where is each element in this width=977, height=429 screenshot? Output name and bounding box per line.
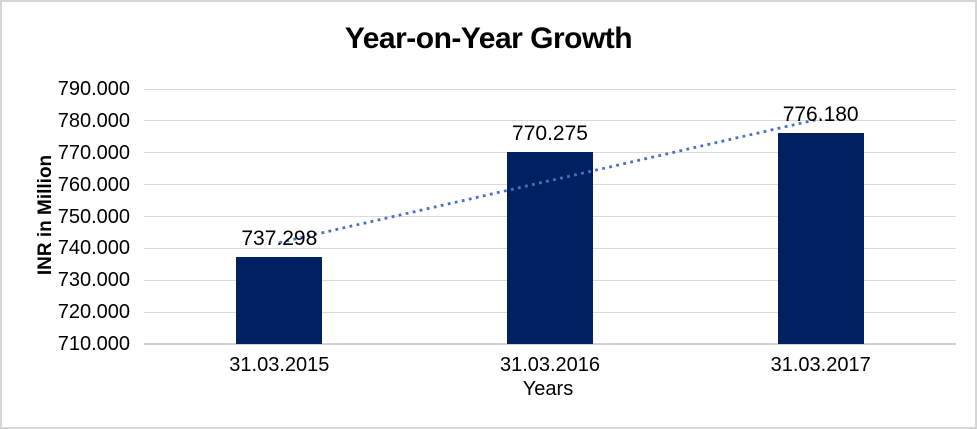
y-tick-label: 770.000 bbox=[57, 141, 130, 164]
y-tick-label: 780.000 bbox=[57, 109, 130, 132]
y-tick-label: 730.000 bbox=[57, 269, 130, 292]
gridline bbox=[144, 88, 956, 90]
bar bbox=[777, 133, 864, 344]
chart-title: Year-on-Year Growth bbox=[344, 22, 633, 55]
x-axis-line bbox=[144, 343, 956, 345]
y-tick-label: 740.000 bbox=[57, 237, 130, 260]
bar bbox=[507, 151, 593, 344]
data-label: 737.298 bbox=[241, 226, 318, 250]
y-tick-label: 760.000 bbox=[57, 173, 130, 196]
y-tick-label: 710.000 bbox=[57, 333, 130, 355]
y-tick-label: 720.000 bbox=[57, 301, 130, 324]
y-tick-label: 790.000 bbox=[57, 78, 130, 100]
x-tick-label: 31.03.2017 bbox=[770, 354, 871, 376]
data-label: 770.275 bbox=[512, 121, 588, 145]
x-tick-label: 31.03.2016 bbox=[499, 354, 601, 376]
x-axis-title: Years bbox=[522, 378, 574, 400]
bar bbox=[236, 256, 323, 344]
y-tick-label: 750.000 bbox=[57, 205, 130, 228]
x-tick-label: 31.03.2015 bbox=[229, 354, 330, 376]
data-label: 776.180 bbox=[782, 103, 859, 127]
